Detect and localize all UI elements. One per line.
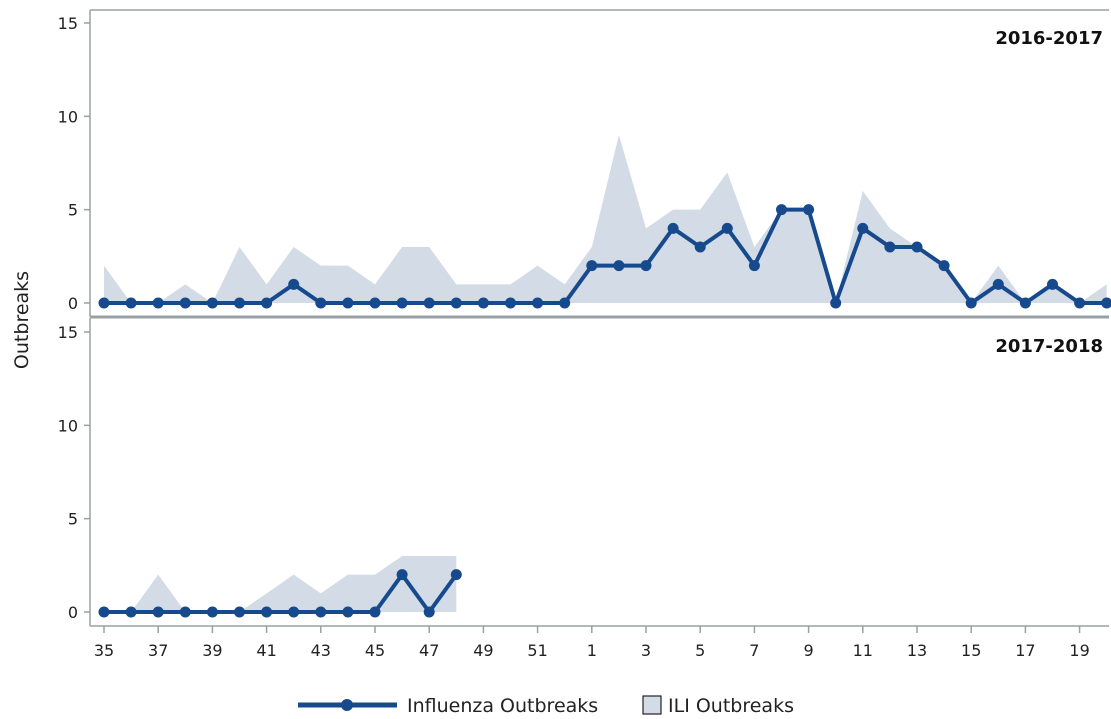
x-tick-label: 41 [256,641,276,660]
x-axis: 35 37 39 41 43 45 47 49 51 1 3 5 7 9 11 13 15 17 19 [90,9,1109,660]
x-tick-label: 17 [1015,641,1035,660]
influenza-point [667,222,679,234]
influenza-point [559,297,571,309]
y-tick-label: 0 [68,294,78,313]
x-tick-label: 3 [641,641,651,660]
ili-area [104,135,1107,303]
x-tick-label: 1 [587,641,597,660]
influenza-point [721,222,733,234]
y-axis-title: Outbreaks [11,271,33,369]
panel-2016-2017: 0 5 10 15 2016-2017 [58,10,1111,317]
influenza-point [505,297,516,309]
influenza-point [179,606,191,618]
x-tick-label: 49 [473,641,493,660]
y-tick-label: 15 [58,14,78,33]
influenza-point [1047,278,1058,290]
influenza-point [315,606,327,618]
influenza-point [586,260,598,272]
influenza-point [206,297,218,309]
x-tick-label: 45 [365,641,385,660]
x-tick-label: 35 [94,641,114,660]
ili-area [104,556,457,612]
x-tick-label: 19 [1069,641,1089,660]
influenza-point [369,297,381,309]
y-tick-label: 5 [68,201,78,220]
x-tick-label: 15 [961,641,981,660]
x-tick-label: 39 [202,641,222,660]
legend-area-swatch [642,695,662,715]
y-tick-label: 10 [58,107,78,126]
influenza-point [884,241,896,253]
influenza-point [369,606,381,618]
x-tick-label: 11 [853,641,873,660]
influenza-point [911,241,923,253]
y-tick-label: 0 [68,603,78,622]
x-tick-label: 7 [749,641,759,660]
influenza-point [613,260,625,272]
influenza-point [152,606,164,618]
influenza-point [98,297,110,309]
legend-label-ili: ILI Outbreaks [668,695,794,717]
influenza-point [152,297,164,309]
panel-2017-2018: 0 5 10 15 2017-2018 [58,318,1103,626]
panel-label: 2017-2018 [995,336,1103,357]
influenza-point [234,606,245,618]
influenza-point [342,297,354,309]
influenza-point [315,297,327,309]
influenza-point [288,606,300,618]
x-tick-label: 47 [419,641,439,660]
influenza-point [803,204,815,216]
influenza-point [342,606,354,618]
influenza-point [748,260,760,272]
influenza-point [396,297,408,309]
influenza-point [261,297,273,309]
influenza-point [450,569,462,581]
influenza-point [477,297,489,309]
legend-label-influenza: Influenza Outbreaks [407,695,598,717]
y-tick-label: 5 [68,510,78,529]
legend-marker-swatch [341,699,353,711]
influenza-point [179,297,191,309]
influenza-point [532,297,544,309]
influenza-point [694,241,706,253]
influenza-point [206,606,218,618]
influenza-point [98,606,110,618]
influenza-point [234,297,245,309]
influenza-point [776,204,787,216]
influenza-point [423,606,435,618]
x-tick-label: 51 [527,641,547,660]
x-tick-label: 43 [311,641,331,660]
y-tick-label: 10 [58,416,78,435]
panel-label: 2016-2017 [995,28,1103,49]
legend: Influenza Outbreaks ILI Outbreaks [298,695,794,717]
influenza-point [1101,297,1111,309]
x-tick-label: 13 [907,641,927,660]
influenza-point [450,297,462,309]
influenza-point [938,260,950,272]
influenza-point [992,278,1004,290]
influenza-point [1019,297,1031,309]
influenza-point [125,606,137,618]
influenza-point [261,606,273,618]
influenza-point [396,569,408,581]
influenza-point [857,222,869,234]
y-tick-label: 15 [58,323,78,342]
x-tick-label: 5 [695,641,705,660]
influenza-point [423,297,435,309]
x-tick-label: 37 [148,641,168,660]
x-tick-label: 9 [804,641,814,660]
influenza-point [640,260,652,272]
influenza-point [288,278,300,290]
influenza-point [965,297,977,309]
influenza-point [125,297,137,309]
influenza-point [1074,297,1086,309]
influenza-point [830,297,842,309]
